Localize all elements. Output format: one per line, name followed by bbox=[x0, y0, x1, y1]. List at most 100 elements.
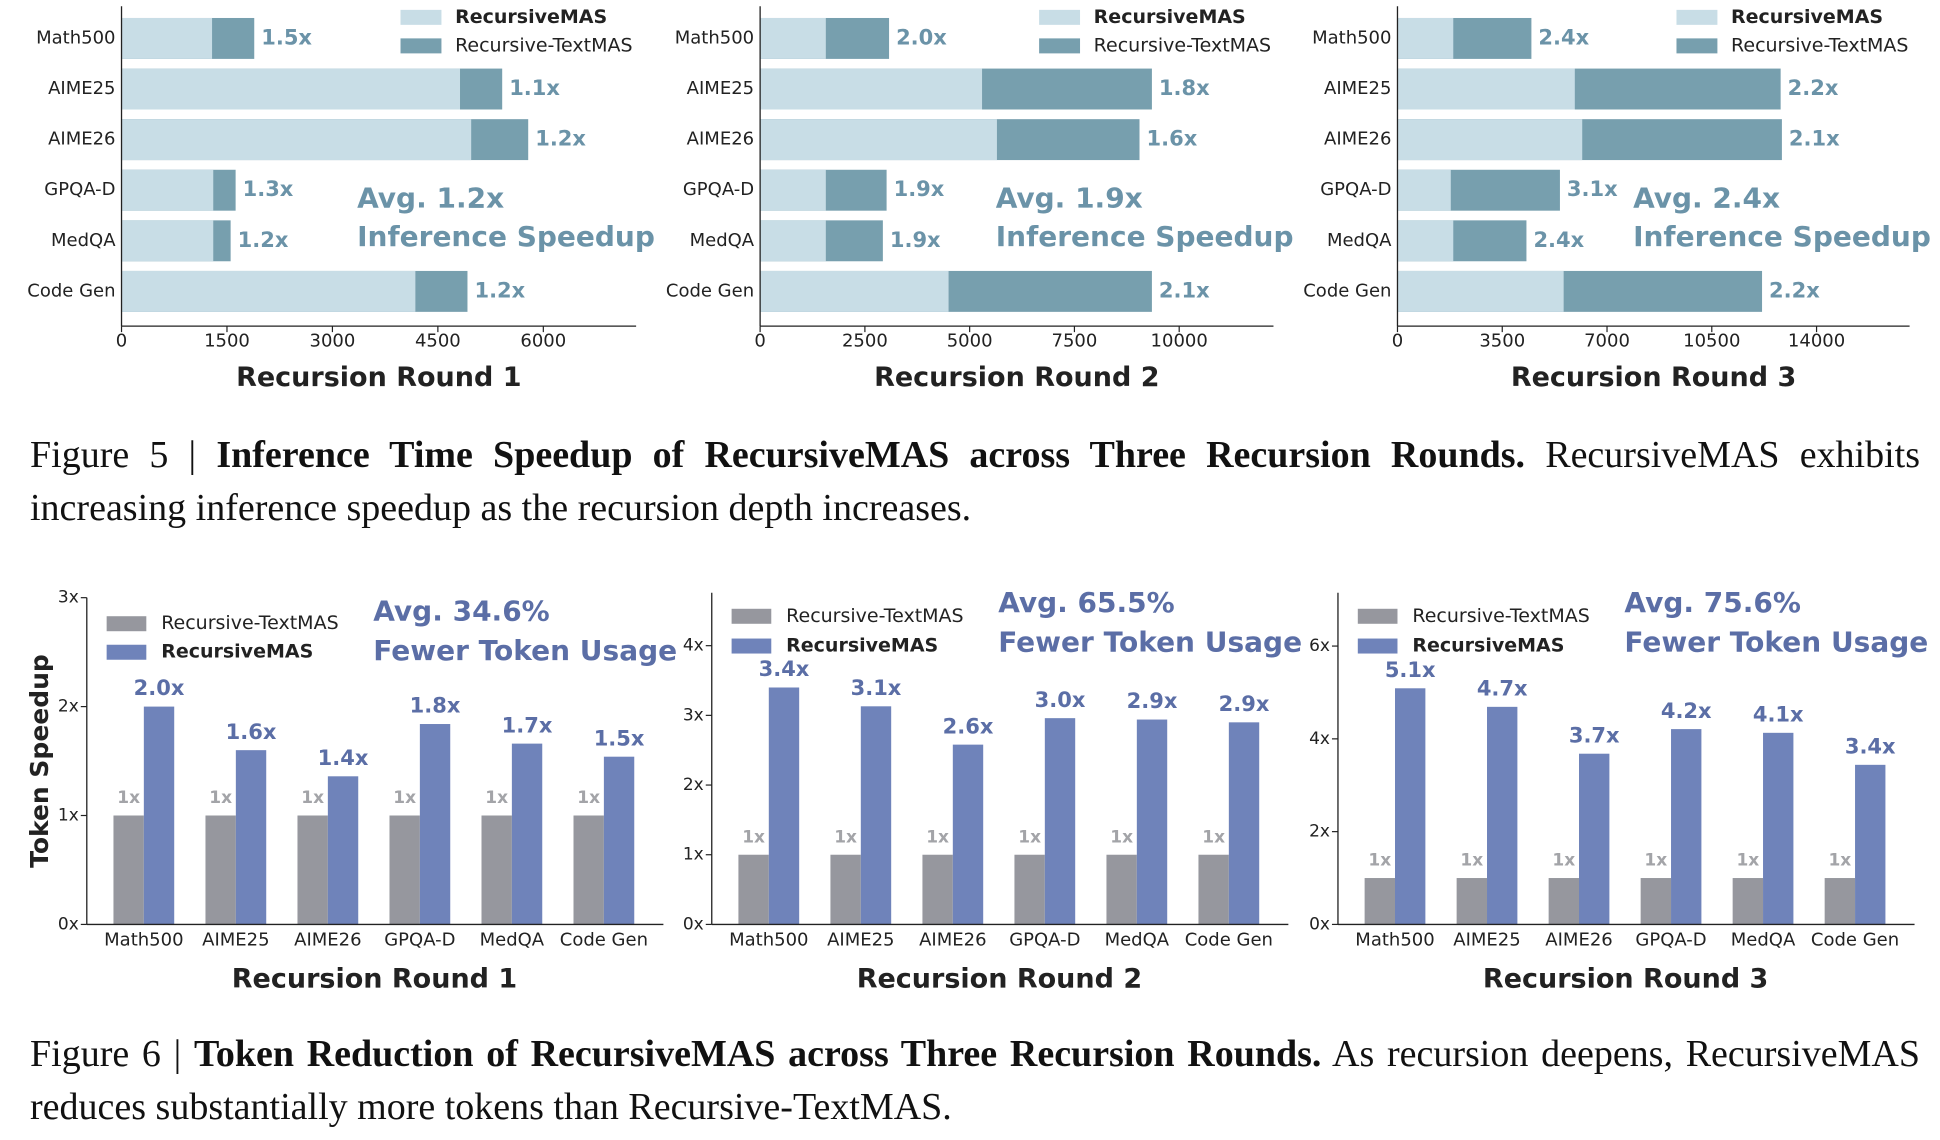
caption-title: Inference Time Speedup of RecursiveMAS a… bbox=[216, 434, 1526, 476]
x-axis-title: Recursion Round 3 bbox=[1483, 964, 1768, 995]
value-label: 3.4x bbox=[1845, 734, 1896, 758]
y-axis-title: Token Speedup bbox=[25, 654, 54, 868]
bar bbox=[1487, 706, 1518, 925]
value-label: 1x bbox=[1110, 827, 1133, 847]
x-tick-label: MedQA bbox=[1105, 930, 1170, 951]
speedup-label: 1.8x bbox=[1159, 76, 1210, 100]
value-label: 1.4x bbox=[318, 746, 369, 770]
bar bbox=[1106, 854, 1137, 925]
x-tick-label: MedQA bbox=[480, 930, 545, 951]
value-label: 3.7x bbox=[1569, 723, 1620, 747]
x-tick-label: MedQA bbox=[1731, 930, 1796, 951]
legend-label: Recursive-TextMAS bbox=[1731, 34, 1908, 56]
annotation: Avg. 65.5% bbox=[998, 586, 1174, 619]
x-tick-label: AIME25 bbox=[1453, 930, 1520, 951]
x-tick-label: Math500 bbox=[104, 930, 183, 951]
value-label: 4.7x bbox=[1477, 676, 1528, 700]
y-tick-label: Code Gen bbox=[1303, 280, 1391, 301]
y-tick-label: Code Gen bbox=[27, 280, 115, 301]
caption-text: As recursion deepens, RecursiveMAS reduc… bbox=[30, 1033, 1920, 1128]
bar bbox=[768, 687, 800, 925]
speedup-label: 1.1x bbox=[509, 76, 560, 100]
speedup-label: 1.2x bbox=[238, 228, 289, 252]
legend-label: Recursive-TextMAS bbox=[786, 605, 963, 627]
x-tick-label: 7000 bbox=[1584, 331, 1630, 352]
legend-label: RecursiveMAS bbox=[786, 635, 938, 657]
annotation: Fewer Token Usage bbox=[373, 634, 677, 667]
bar bbox=[1671, 729, 1702, 925]
value-label: 1x bbox=[1828, 851, 1851, 871]
bar bbox=[952, 744, 984, 925]
legend-label: Recursive-TextMAS bbox=[161, 612, 338, 634]
bar bbox=[121, 270, 416, 312]
legend-swatch bbox=[1357, 608, 1398, 624]
speedup-label: 2.0x bbox=[896, 25, 947, 49]
x-tick-label: AIME26 bbox=[1545, 930, 1612, 951]
bar bbox=[1364, 878, 1395, 925]
y-tick-label: AIME25 bbox=[48, 78, 115, 99]
bar bbox=[327, 776, 359, 925]
value-label: 1x bbox=[1736, 851, 1759, 871]
bar bbox=[1044, 718, 1076, 925]
annotation: Fewer Token Usage bbox=[998, 626, 1302, 659]
x-tick-label: Code Gen bbox=[1185, 930, 1273, 951]
value-label: 1x bbox=[1460, 851, 1483, 871]
annotation: Avg. 2.4x bbox=[1633, 182, 1780, 215]
legend-swatch bbox=[106, 616, 147, 632]
bar bbox=[143, 706, 175, 925]
value-label: 1x bbox=[117, 788, 140, 808]
annotation: Avg. 34.6% bbox=[373, 595, 550, 628]
x-tick-label: 10500 bbox=[1683, 331, 1740, 352]
bar bbox=[760, 119, 997, 161]
bar bbox=[1198, 854, 1229, 925]
y-tick-label: Code Gen bbox=[666, 280, 754, 301]
bar bbox=[603, 756, 635, 925]
bar bbox=[511, 743, 543, 925]
x-tick-label: AIME25 bbox=[202, 930, 269, 951]
value-label: 1x bbox=[485, 788, 508, 808]
legend-swatch bbox=[1039, 38, 1081, 54]
value-label: 1x bbox=[301, 788, 324, 808]
bar bbox=[297, 815, 328, 925]
x-tick-label: Code Gen bbox=[1811, 930, 1899, 951]
caption-text: RecursiveMAS exhibits increasing inferen… bbox=[30, 434, 1921, 529]
legend-swatch bbox=[1676, 38, 1718, 54]
bar bbox=[1397, 17, 1454, 59]
value-label: 1.7x bbox=[502, 713, 553, 737]
speedup-label: 1.2x bbox=[474, 278, 525, 302]
bar bbox=[121, 119, 472, 161]
y-tick-label: AIME26 bbox=[1324, 129, 1391, 150]
bar bbox=[760, 17, 826, 59]
x-tick-label: Code Gen bbox=[560, 930, 648, 951]
x-tick-label: 6000 bbox=[520, 331, 566, 352]
x-tick-label: 3500 bbox=[1479, 331, 1525, 352]
x-tick-label: 0 bbox=[754, 331, 765, 352]
bar bbox=[1397, 68, 1575, 110]
bar bbox=[922, 854, 953, 925]
y-tick-label: 6x bbox=[1309, 636, 1330, 656]
y-tick-label: GPQA-D bbox=[44, 179, 115, 200]
bar bbox=[1228, 722, 1260, 925]
bar bbox=[760, 68, 983, 110]
y-tick-label: Math500 bbox=[675, 27, 754, 48]
x-axis-title: Recursion Round 2 bbox=[874, 362, 1159, 393]
y-tick-label: AIME25 bbox=[687, 78, 754, 99]
y-tick-label: 2x bbox=[683, 775, 704, 795]
y-tick-label: Math500 bbox=[36, 27, 115, 48]
y-tick-label: MedQA bbox=[1327, 230, 1392, 251]
speedup-label: 2.2x bbox=[1769, 278, 1820, 302]
x-tick-label: AIME26 bbox=[294, 930, 361, 951]
legend-label: RecursiveMAS bbox=[1094, 6, 1246, 28]
legend-swatch bbox=[400, 38, 442, 54]
legend-label: RecursiveMAS bbox=[1731, 6, 1883, 28]
y-tick-label: AIME26 bbox=[48, 129, 115, 150]
speedup-label: 2.1x bbox=[1159, 278, 1210, 302]
bar bbox=[1732, 878, 1764, 925]
speedup-label: 2.4x bbox=[1533, 228, 1584, 252]
bar bbox=[235, 750, 267, 925]
legend-label: Recursive-TextMAS bbox=[1412, 605, 1589, 627]
value-label: 2.0x bbox=[134, 676, 185, 700]
legend-swatch bbox=[731, 608, 772, 624]
